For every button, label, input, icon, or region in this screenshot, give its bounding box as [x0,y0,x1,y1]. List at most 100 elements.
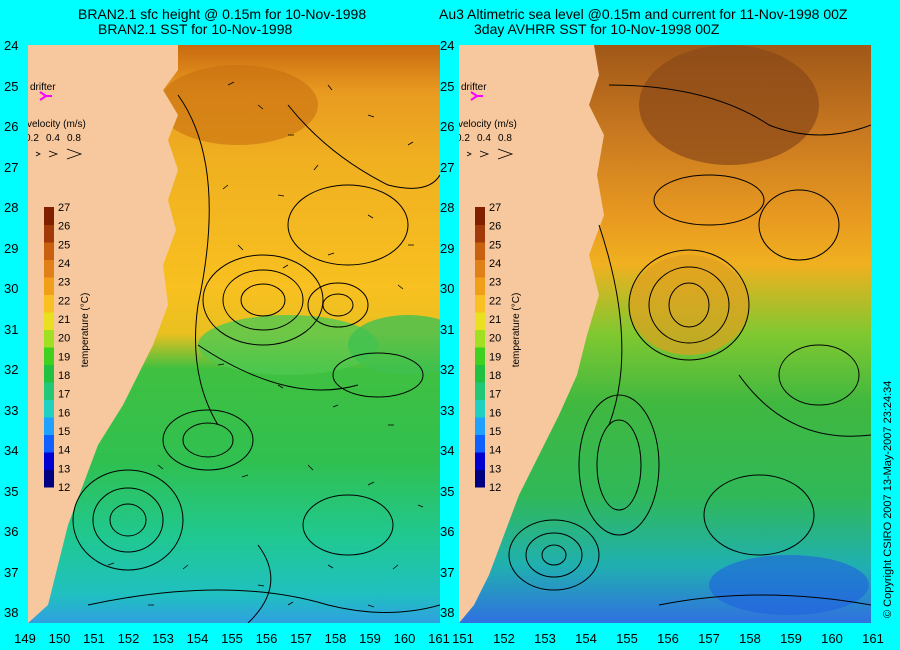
lat-tick: 24 [4,38,19,53]
colorbar-tick: 26 [58,221,70,233]
lon-tick: 157 [290,631,312,646]
colorbar-tick: 12 [489,482,501,494]
lat-tick: 31 [440,321,455,337]
colorbar-segment [475,312,485,330]
lat-tick: 30 [440,281,455,296]
lat-tick: 27 [4,159,19,175]
colorbar-segment [44,364,54,383]
lon-tick: 151 [83,631,105,646]
colorbar-tick: 23 [489,277,501,289]
lat-tick: 26 [440,119,455,134]
left-map-panel: drifter velocity (m/s) 0.2 0.4 0.8 27262… [28,45,440,623]
drifter-marker [470,91,483,101]
colorbar-tick: 15 [489,426,501,438]
velocity-scale-arrows [466,148,514,160]
colorbar-tick: 17 [58,389,70,401]
lat-tick: 33 [4,402,19,418]
lat-tick: 34 [4,443,19,458]
lat-tick: 29 [440,240,455,256]
colorbar-segment [475,399,485,418]
lon-tick: 159 [359,631,381,646]
colorbar-tick: 20 [58,333,70,345]
drifter-label: drifter [461,82,487,93]
colorbar-segment [44,347,54,365]
colorbar-tick: 19 [489,351,501,363]
lat-tick: 25 [4,78,19,94]
colorbar-tick: 16 [58,407,70,419]
lat-tick: 28 [440,200,455,215]
lon-tick: 156 [657,631,679,646]
velocity-value-3: 0.8 [498,133,512,144]
velocity-value-1: 0.2 [459,133,470,144]
colorbar-segment [475,294,485,313]
colorbar-segment [475,452,485,470]
velocity-title: velocity (m/s) [28,119,86,130]
colorbar-tick: 25 [489,239,501,251]
lon-tick: 153 [152,631,174,646]
warm-core-north [639,45,819,165]
colorbar-tick: 23 [58,277,70,289]
lon-tick: 153 [534,631,556,646]
lon-tick: 150 [48,631,71,646]
land-mass [459,45,604,623]
lon-tick: 154 [186,631,209,646]
lon-tick: 160 [393,631,416,646]
lon-tick: 156 [255,631,278,646]
colorbar-tick: 13 [58,463,70,475]
colorbar-tick: 20 [489,333,501,345]
lat-tick: 36 [4,524,19,539]
colorbar-tick: 13 [489,463,501,475]
colorbar-label: temperature (°C) [511,293,522,368]
lat-tick: 37 [4,564,19,580]
lon-tick: 155 [616,631,638,646]
velocity-value-2: 0.4 [477,133,491,144]
left-title-line2: BRAN2.1 SST for 10-Nov-1998 [98,21,293,37]
colorbar-segment [475,259,485,278]
velocity-value-2: 0.4 [46,133,60,144]
lat-tick: 34 [440,443,455,458]
colorbar-tick: 21 [58,314,70,326]
lat-tick: 38 [440,605,455,620]
cool-patch [709,555,869,615]
colorbar-segment [475,469,485,488]
colorbar-segment [475,347,485,365]
lat-tick: 28 [4,200,19,215]
current-vectors [107,81,424,608]
colorbar-segment [475,329,485,348]
colorbar-tick: 21 [489,314,501,326]
colorbar-label: temperature (°C) [80,293,91,368]
lat-tick: 29 [4,240,19,256]
colorbar-segment [475,207,485,225]
colorbar-segment [475,242,485,260]
lon-tick: 152 [117,631,140,646]
contour-lines [72,94,440,623]
colorbar: 27 26 25 24 23 22 21 20 19 18 17 16 15 14 13 12 [44,202,70,494]
colorbar-tick: 16 [489,407,501,419]
colorbar-tick: 24 [58,258,70,270]
lat-tick: 31 [4,321,19,337]
lon-tick: 159 [780,631,802,646]
colorbar-tick: 25 [58,239,70,251]
contour-lines [508,84,871,606]
lat-tick: 38 [4,605,19,620]
lat-tick: 37 [440,564,455,580]
lat-tick: 32 [440,362,455,377]
colorbar-tick: 18 [489,370,501,382]
colorbar-segment [475,364,485,383]
colorbar-segment [475,277,485,295]
copyright-notice: © Copyright CSIRO 2007 13-May-2007 23:24… [882,380,894,618]
lon-tick: 158 [324,631,347,646]
colorbar-segment [44,469,54,488]
lat-tick: 35 [440,483,455,499]
lat-tick: 27 [440,159,455,175]
colorbar-tick: 15 [58,426,70,438]
lon-tick: 155 [221,631,243,646]
warm-front-green [198,315,378,375]
colorbar-segment [44,329,54,348]
lat-tick: 33 [440,402,455,418]
right-title-line1: Au3 Altimetric sea level @0.15m and curr… [439,6,848,22]
colorbar-tick: 14 [58,445,70,457]
lat-tick: 25 [440,78,455,94]
colorbar-segment [475,382,485,400]
left-title-line1: BRAN2.1 sfc height @ 0.15m for 10-Nov-19… [78,6,367,22]
